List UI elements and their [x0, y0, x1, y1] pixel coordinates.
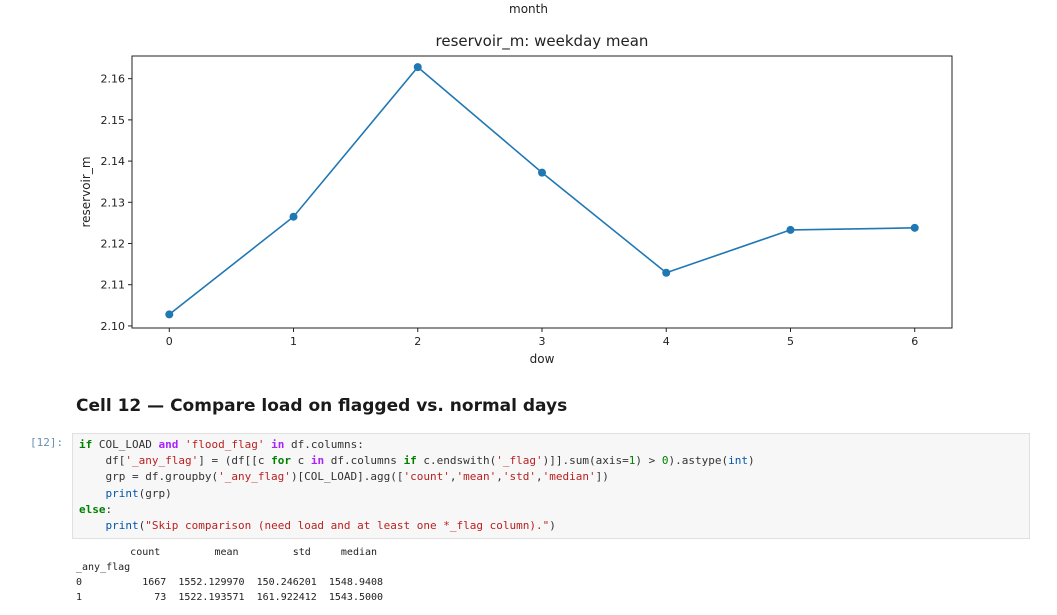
x-axis-label: dow	[530, 352, 555, 366]
y-tick-label: 2.12	[101, 238, 126, 251]
output-line: 0 1667 1552.129970 150.246201 1548.9408	[76, 577, 384, 588]
x-tick-label: 1	[290, 335, 297, 348]
x-tick-label: 3	[539, 335, 546, 348]
data-point	[289, 212, 298, 221]
code-text[interactable]: if COL_LOAD and 'flood_flag' in df.colum…	[79, 438, 755, 533]
x-axis: 0 1 2 3 4 5 6	[166, 328, 918, 348]
data-point	[786, 225, 795, 234]
plot-area	[131, 55, 953, 329]
output-line: _any_flag	[76, 562, 131, 573]
x-tick-label: 5	[787, 335, 794, 348]
output-line: count mean std median	[76, 547, 378, 558]
cell-prompt: [12]:	[30, 436, 64, 449]
previous-plot-xlabel: month	[509, 2, 548, 16]
data-point	[538, 168, 546, 177]
data-point	[165, 310, 174, 319]
y-tick-label: 2.10	[101, 320, 126, 333]
x-tick-label: 4	[663, 335, 670, 348]
data-point	[413, 63, 422, 72]
output-line: 1 73 1522.193571 161.922412 1543.5000	[76, 592, 384, 603]
y-tick-label: 2.14	[101, 155, 126, 168]
y-tick-label: 2.15	[101, 114, 126, 127]
x-tick-label: 2	[414, 335, 421, 348]
chart-title: reservoir_m: weekday mean	[436, 32, 649, 51]
y-axis-label: reservoir_m	[79, 156, 93, 227]
series-layer	[165, 63, 919, 319]
code-cell-editor[interactable]: if COL_LOAD and 'flood_flag' in df.colum…	[72, 433, 1030, 539]
x-tick-label: 6	[911, 335, 918, 348]
x-tick-label: 0	[166, 335, 173, 348]
y-axis: 2.10 2.11 2.12 2.13 2.14 2.15 2.16	[101, 73, 132, 333]
data-point	[910, 223, 919, 232]
y-tick-label: 2.16	[101, 73, 126, 86]
cell-heading: Cell 12 — Compare load on flagged vs. no…	[76, 396, 568, 416]
data-point	[662, 268, 671, 277]
cell-output: count mean std median _any_flag 0 1667 1…	[76, 545, 383, 605]
y-tick-label: 2.11	[101, 279, 126, 292]
series-line	[168, 65, 915, 316]
y-tick-label: 2.13	[101, 196, 126, 209]
